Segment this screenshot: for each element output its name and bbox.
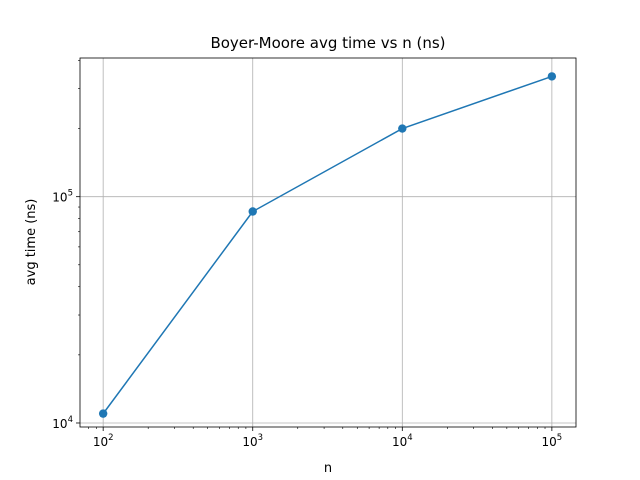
series-layer bbox=[98, 72, 557, 418]
data-point bbox=[398, 124, 407, 133]
x-tick-label: 102 bbox=[93, 433, 114, 449]
y-tick-label: 104 bbox=[52, 415, 73, 431]
x-tick-label-exponent: 4 bbox=[407, 433, 412, 443]
x-tick-label-base: 10 bbox=[242, 435, 257, 449]
y-tick-label-base: 10 bbox=[52, 417, 67, 431]
plot-frame bbox=[79, 57, 577, 428]
y-tick-label-base: 10 bbox=[52, 191, 67, 205]
data-point bbox=[248, 207, 257, 216]
series-line bbox=[102, 75, 553, 415]
x-axis-label: n bbox=[324, 461, 332, 476]
data-point bbox=[98, 409, 108, 418]
x-tick-label: 104 bbox=[392, 433, 413, 449]
x-tick-label-exponent: 2 bbox=[108, 433, 113, 443]
x-tick-label: 103 bbox=[242, 433, 263, 449]
y-axis-label: avg time (ns) bbox=[24, 199, 39, 286]
y-tick-label-exponent: 5 bbox=[68, 189, 73, 199]
y-tick-label-exponent: 4 bbox=[68, 415, 73, 425]
x-tick-label-base: 10 bbox=[93, 435, 108, 449]
x-tick-label: 105 bbox=[542, 433, 563, 449]
x-tick-label-base: 10 bbox=[392, 435, 407, 449]
x-tick-label-exponent: 3 bbox=[258, 433, 263, 443]
grid-layer bbox=[80, 58, 576, 427]
data-point bbox=[547, 72, 557, 81]
y-tick-label: 105 bbox=[52, 189, 73, 205]
x-tick-label-base: 10 bbox=[542, 435, 557, 449]
x-tick-label-exponent: 5 bbox=[557, 433, 562, 443]
chart-title: Boyer-Moore avg time vs n (ns) bbox=[210, 34, 445, 52]
